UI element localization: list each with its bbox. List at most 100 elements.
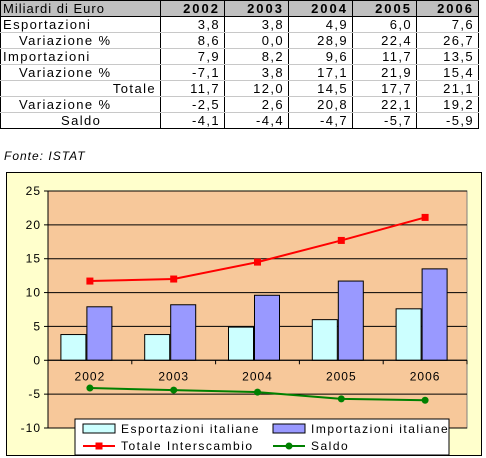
data-point [86, 277, 94, 285]
table-cell: 3,8 [224, 16, 289, 33]
row-label: Esportazioni [0, 16, 161, 33]
year-header: 2003 [224, 0, 289, 17]
table-cell: 8,2 [224, 48, 289, 65]
table-cell: 28,9 [288, 32, 353, 49]
legend-swatch [272, 423, 306, 434]
y-tick-label: -5 [28, 387, 41, 401]
table-row: Variazione % -7,1 3,8 17,1 21,9 15,4 [0, 64, 479, 81]
data-point [337, 395, 345, 403]
table-cell: 11,7 [352, 48, 417, 65]
table-cell: 19,2 [416, 96, 479, 113]
year-header: 2004 [288, 0, 353, 17]
bar [337, 280, 364, 361]
table-cell: -2,5 [160, 96, 225, 113]
legend-swatch [82, 423, 116, 434]
legend-marker [285, 442, 293, 450]
table-cell: 8,6 [160, 32, 225, 49]
table-row: Importazioni 7,9 8,2 9,6 11,7 13,5 [0, 48, 479, 65]
table-cell: 22,1 [352, 96, 417, 113]
bar [86, 306, 113, 361]
x-tick-label: 2005 [326, 369, 357, 383]
table-cell: 17,1 [288, 64, 353, 81]
x-tick-label: 2003 [158, 369, 189, 383]
table-header-label: Miliardi di Euro [0, 0, 161, 17]
data-point [170, 275, 178, 283]
y-tick-label: 5 [33, 319, 41, 333]
y-tick-label: 20 [26, 218, 41, 232]
bar [254, 294, 280, 361]
table-header-row: Miliardi di Euro 2002 2003 2004 2005 200… [0, 0, 479, 17]
table-row: Totale 11,7 12,0 14,5 17,7 21,1 [0, 80, 479, 97]
legend-label: Totale Interscambio [121, 439, 254, 453]
table-cell: 9,6 [288, 48, 353, 65]
y-tick-label: 10 [26, 286, 41, 300]
x-tick-label: 2004 [242, 369, 273, 383]
data-point [337, 236, 345, 244]
table-cell: 17,7 [352, 80, 417, 97]
table-cell: 22,4 [352, 32, 417, 49]
table-cell: 14,5 [288, 80, 353, 97]
x-tick-label: 2002 [75, 369, 106, 383]
data-table: Miliardi di Euro 2002 2003 2004 2005 200… [0, 0, 479, 129]
bar [60, 334, 87, 361]
table-cell: 4,9 [288, 16, 353, 33]
table-cell: 15,4 [416, 64, 479, 81]
legend-label: Importazioni italiane [311, 422, 449, 436]
table-row: Esportazioni 3,8 3,8 4,9 6,0 7,6 [0, 16, 479, 33]
combo-chart: 25 20 15 10 5 0 -5 -10 2002 2003 2004 2005 2006 Espor… [21, 184, 468, 455]
data-point [421, 396, 429, 404]
table-cell: -4,1 [160, 112, 225, 129]
y-tick-label: 0 [33, 353, 41, 367]
bar [144, 334, 171, 361]
bar [395, 308, 422, 361]
row-label: Variazione % [0, 96, 161, 113]
bar [228, 326, 254, 361]
row-label: Saldo [0, 112, 161, 129]
table-cell: -5,9 [416, 112, 479, 129]
row-label: Totale [0, 80, 161, 97]
table-cell: -7,1 [160, 64, 225, 81]
data-point [170, 386, 178, 394]
table-cell: -4,4 [224, 112, 289, 129]
data-point [86, 384, 94, 392]
table-cell: 7,6 [416, 16, 479, 33]
table-cell: 3,8 [160, 16, 225, 33]
row-label: Importazioni [0, 48, 161, 65]
table-cell: 26,7 [416, 32, 479, 49]
legend-label: Esportazioni italiane [121, 422, 260, 436]
table-cell: 21,1 [416, 80, 479, 97]
data-point [254, 258, 261, 266]
table-row: Saldo -4,1 -4,4 -4,7 -5,7 -5,9 [0, 112, 479, 129]
table-cell: 12,0 [224, 80, 289, 97]
x-tick-label: 2006 [410, 369, 441, 383]
table-cell: 7,9 [160, 48, 225, 65]
table-cell: 20,8 [288, 96, 353, 113]
table-row: Variazione % 8,6 0,0 28,9 22,4 26,7 [0, 32, 479, 49]
source-note: Fonte: ISTAT [4, 149, 86, 163]
year-header: 2005 [352, 0, 417, 17]
y-tick-label: -10 [21, 421, 41, 435]
table-cell: 6,0 [352, 16, 417, 33]
table-cell: 13,5 [416, 48, 479, 65]
bar [170, 304, 197, 361]
data-point [421, 213, 429, 221]
year-header: 2002 [160, 0, 225, 17]
table-row: Variazione % -2,5 2,6 20,8 22,1 19,2 [0, 96, 479, 113]
table-cell: 0,0 [224, 32, 289, 49]
table-cell: 3,8 [224, 64, 289, 81]
table-cell: -4,7 [288, 112, 353, 129]
chart-frame: 25 20 15 10 5 0 -5 -10 2002 2003 2004 2005 2006 Espor… [6, 172, 482, 456]
y-tick-label: 15 [26, 252, 41, 266]
legend-marker [95, 442, 103, 450]
table-cell: 11,7 [160, 80, 225, 97]
row-label: Variazione % [0, 32, 161, 49]
table-cell: 2,6 [224, 96, 289, 113]
legend-label: Saldo [311, 439, 349, 453]
legend [74, 418, 450, 455]
year-header: 2006 [416, 0, 479, 17]
row-label: Variazione % [0, 64, 161, 81]
table-cell: -5,7 [352, 112, 417, 129]
table-cell: 21,9 [352, 64, 417, 81]
y-tick-label: 25 [26, 184, 41, 198]
bar [421, 268, 448, 361]
